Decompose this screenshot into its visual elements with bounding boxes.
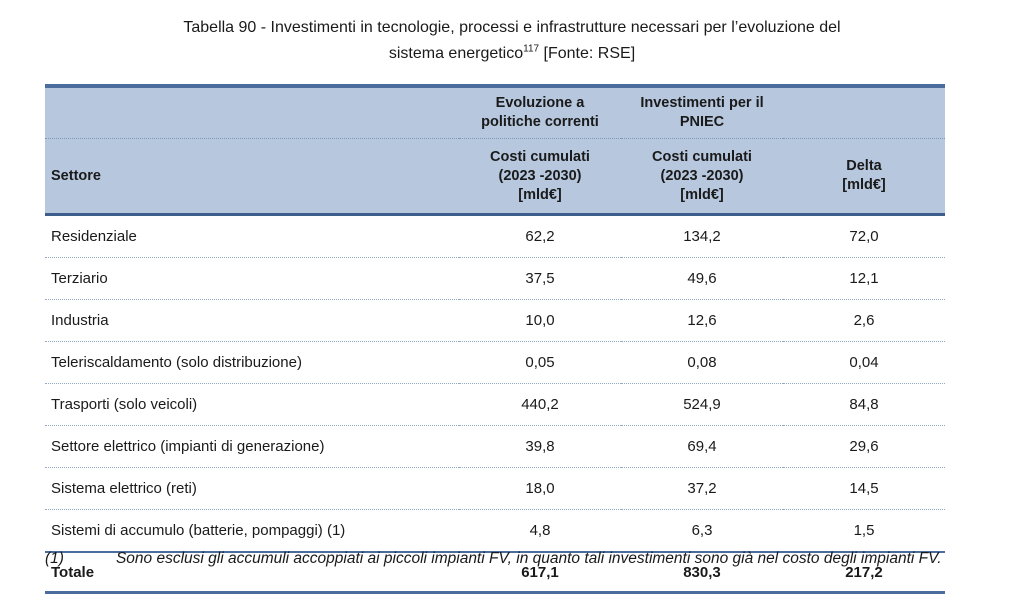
header-sub-row: Settore Costi cumulati (2023 -2030) [mld…: [45, 138, 945, 216]
header-group-pniec: Investimenti per il PNIEC: [621, 84, 783, 139]
delta-cell: 12,1: [783, 257, 945, 300]
table-row: Sistema elettrico (reti) 18,0 37,2 14,5: [45, 467, 945, 510]
table-header: Evoluzione a politiche correnti Investim…: [45, 84, 945, 216]
delta-cell: 72,0: [783, 214, 945, 258]
settore-cell: Sistema elettrico (reti): [45, 467, 459, 510]
pniec-cell: 69,4: [621, 425, 783, 468]
pniec-cell: 524,9: [621, 383, 783, 426]
current-cell: 0,05: [459, 341, 621, 384]
delta-cell: 2,6: [783, 299, 945, 342]
pniec-cell: 0,08: [621, 341, 783, 384]
pniec-cell: 37,2: [621, 467, 783, 510]
header-sub-pniec: Costi cumulati (2023 -2030) [mld€]: [621, 138, 783, 216]
footnote-text: Sono esclusi gli accumuli accoppiati ai …: [115, 550, 942, 567]
current-cell: 18,0: [459, 467, 621, 510]
total-current-cell: 617,1: [459, 551, 621, 594]
total-label: Totale: [45, 551, 459, 594]
header-group-row: Evoluzione a politiche correnti Investim…: [45, 84, 945, 139]
header-delta: Delta [mld€]: [783, 138, 945, 216]
delta-cell: 84,8: [783, 383, 945, 426]
settore-cell: Settore elettrico (impianti di generazio…: [45, 425, 459, 468]
table-row: Settore elettrico (impianti di generazio…: [45, 425, 945, 468]
settore-cell: Sistemi di accumulo (batterie, pompaggi)…: [45, 509, 459, 553]
pniec-cell: 134,2: [621, 214, 783, 258]
header-group-current: Evoluzione a politiche correnti: [459, 84, 621, 139]
table-row: Terziario 37,5 49,6 12,1: [45, 257, 945, 300]
total-delta-cell: 217,2: [783, 551, 945, 594]
footnote-marker: (1): [45, 550, 64, 567]
current-cell: 10,0: [459, 299, 621, 342]
current-cell: 440,2: [459, 383, 621, 426]
table-row: Industria 10,0 12,6 2,6: [45, 299, 945, 342]
pniec-cell: 49,6: [621, 257, 783, 300]
total-pniec-cell: 830,3: [621, 551, 783, 594]
current-cell: 37,5: [459, 257, 621, 300]
header-sub-current: Costi cumulati (2023 -2030) [mld€]: [459, 138, 621, 216]
caption-source: [Fonte: RSE]: [539, 45, 636, 62]
table-caption: Tabella 90 - Investimenti in tecnologie,…: [0, 15, 1024, 67]
delta-cell: 29,6: [783, 425, 945, 468]
delta-cell: 14,5: [783, 467, 945, 510]
delta-cell: 1,5: [783, 509, 945, 553]
current-cell: 39,8: [459, 425, 621, 468]
settore-cell: Residenziale: [45, 214, 459, 258]
current-cell: 62,2: [459, 214, 621, 258]
footnote: (1) Sono esclusi gli accumuli accoppiati …: [45, 546, 1023, 571]
delta-cell: 0,04: [783, 341, 945, 384]
settore-cell: Terziario: [45, 257, 459, 300]
settore-cell: Industria: [45, 299, 459, 342]
settore-cell: Trasporti (solo veicoli): [45, 383, 459, 426]
header-settore-spacer: [45, 84, 459, 139]
table-row: Residenziale 62,2 134,2 72,0: [45, 214, 945, 258]
caption-line1: Tabella 90 - Investimenti in tecnologie,…: [183, 19, 841, 36]
footnote-ref-117: 117: [523, 43, 540, 55]
header-delta-spacer: [783, 84, 945, 139]
pniec-cell: 12,6: [621, 299, 783, 342]
total-row: Totale 617,1 830,3 217,2: [45, 551, 945, 594]
settore-cell: Teleriscaldamento (solo distribuzione): [45, 341, 459, 384]
table-row: Teleriscaldamento (solo distribuzione) 0…: [45, 341, 945, 384]
investments-table: Evoluzione a politiche correnti Investim…: [45, 84, 945, 594]
header-settore: Settore: [45, 138, 459, 216]
table-row: Trasporti (solo veicoli) 440,2 524,9 84,…: [45, 383, 945, 426]
table-body: Residenziale 62,2 134,2 72,0 Terziario 3…: [45, 214, 945, 594]
caption-line2: sistema energetico: [388, 45, 524, 62]
